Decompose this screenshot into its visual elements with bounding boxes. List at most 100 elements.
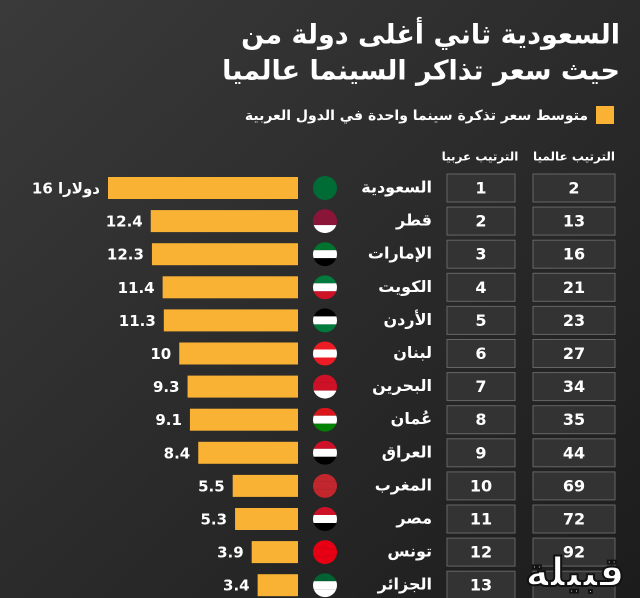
country-name: قطر	[395, 211, 432, 230]
flag	[313, 308, 337, 317]
value-label: 12.3	[107, 246, 144, 264]
country-name: الكويت	[378, 277, 432, 296]
flag	[313, 573, 337, 582]
rank-box	[446, 339, 516, 368]
flag	[313, 184, 337, 192]
flag	[313, 217, 337, 226]
bar	[151, 243, 298, 266]
value-label: 10	[150, 345, 171, 363]
country-name: الأردن	[384, 310, 432, 329]
world-rank: 34	[563, 377, 585, 396]
arab-rank: 3	[475, 245, 486, 264]
arab-rank: 6	[475, 344, 486, 363]
rank-box	[532, 537, 616, 567]
rank-box	[446, 537, 516, 567]
world-rank: 2	[568, 179, 579, 198]
arab-rank: 13	[470, 576, 492, 595]
world-rank: 44	[563, 443, 585, 462]
rank-box	[532, 438, 616, 468]
world-rank: 69	[563, 476, 585, 495]
bar	[235, 508, 298, 530]
flag	[313, 250, 337, 259]
rank-box	[446, 206, 516, 236]
flag	[313, 349, 337, 358]
flag	[313, 415, 337, 424]
rank-box	[532, 272, 616, 302]
flag	[313, 540, 337, 549]
flag	[313, 456, 337, 465]
world-rank: 16	[563, 245, 585, 264]
country-name: مصر	[395, 509, 432, 528]
arab-rank: 1	[475, 179, 486, 198]
rank-box	[446, 272, 516, 302]
value-label: 8.4	[164, 444, 191, 462]
country-name: الإمارات	[368, 244, 432, 263]
arab-rank: 4	[475, 278, 486, 297]
column-header: الترتيب عربيا	[442, 150, 519, 164]
bar	[163, 309, 298, 332]
country-name: لبنان	[393, 343, 432, 362]
rank-box	[446, 471, 516, 501]
rank-box	[446, 504, 516, 534]
bar	[108, 177, 298, 199]
arab-rank: 2	[475, 212, 486, 231]
rank-box	[446, 173, 516, 203]
value-label: 5.3	[200, 511, 227, 529]
rank-box	[446, 405, 516, 435]
bar	[162, 276, 298, 299]
rank-box	[532, 471, 616, 501]
world-rank: 23	[563, 311, 585, 330]
flag	[313, 242, 337, 251]
flag	[313, 556, 337, 565]
flag	[313, 324, 337, 333]
legend-swatch	[596, 106, 614, 124]
flag	[313, 515, 337, 523]
value-label: 11.4	[118, 279, 155, 297]
value-label: 3.9	[217, 544, 244, 562]
arab-rank: 10	[470, 476, 492, 495]
column-header: الترتيب عالميا	[533, 150, 615, 164]
flag	[313, 258, 337, 267]
arab-rank: 11	[470, 510, 492, 529]
rank-box	[446, 305, 516, 335]
world-rank: 13	[563, 212, 585, 231]
flag	[313, 581, 337, 590]
bar	[187, 375, 298, 398]
flag	[313, 481, 337, 490]
chart-title: السعودية ثاني أغلى دولة من	[241, 17, 620, 51]
rank-box	[532, 405, 616, 435]
arab-rank: 12	[470, 543, 492, 562]
flag	[313, 523, 337, 531]
rank-box	[446, 570, 516, 598]
world-rank: 35	[563, 410, 585, 429]
country-name: السعودية	[361, 178, 432, 197]
value-label: 3.4	[223, 577, 250, 595]
value-label: 9.3	[153, 378, 180, 396]
rank-box	[446, 239, 516, 269]
rank-box	[532, 206, 616, 236]
country-name: تونس	[387, 542, 432, 561]
rank-box	[532, 239, 616, 269]
flag	[313, 473, 337, 482]
legend-label: متوسط سعر تذكرة سينما واحدة في الدول الع…	[245, 108, 588, 124]
world-rank: 21	[563, 278, 585, 297]
country-name: البحرين	[372, 376, 432, 395]
rank-box	[532, 504, 616, 534]
bar	[232, 474, 298, 497]
arab-rank: 5	[475, 311, 486, 330]
world-rank: 92	[563, 543, 585, 562]
bar	[198, 441, 298, 464]
value-label: 5.5	[198, 477, 225, 495]
rank-box	[532, 372, 616, 402]
rank-box	[446, 372, 516, 402]
flag	[313, 225, 337, 234]
watermark: قبيلة	[525, 550, 624, 596]
rank-box	[532, 305, 616, 335]
arab-rank: 8	[475, 410, 486, 429]
flag	[313, 176, 337, 184]
flag	[313, 192, 337, 200]
arab-rank: 7	[475, 377, 486, 396]
flag	[313, 589, 337, 598]
value-label: 12.4	[106, 213, 143, 231]
